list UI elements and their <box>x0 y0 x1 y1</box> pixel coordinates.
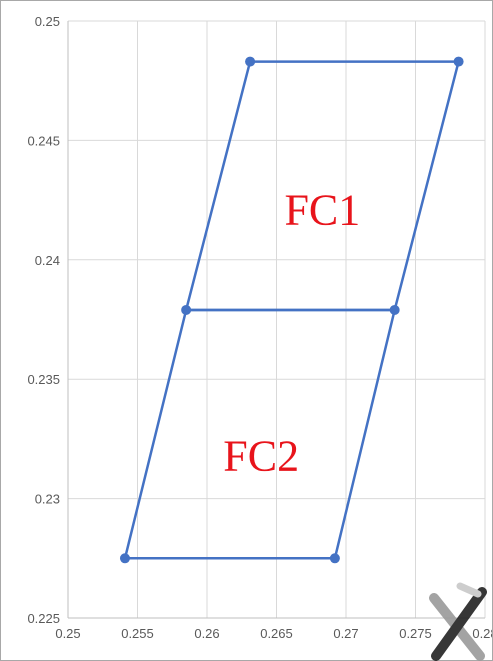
x-tick-label: 0.28 <box>472 626 492 641</box>
axes <box>67 21 485 619</box>
region-label: FC1 <box>284 186 360 235</box>
series-layer <box>123 60 460 560</box>
y-tick-label: 0.235 <box>27 372 60 387</box>
data-point <box>389 304 400 315</box>
y-tick-label: 0.245 <box>27 133 60 148</box>
x-tick-label: 0.25 <box>55 626 80 641</box>
data-point <box>245 56 256 67</box>
y-tick-label: 0.225 <box>27 611 60 626</box>
data-point <box>453 56 464 67</box>
tick-labels: 0.25 0.255 0.26 0.265 0.27 0.275 0.28 0.225 0.23… <box>27 14 492 641</box>
x-watermark-icon <box>429 582 487 661</box>
data-point <box>119 553 130 564</box>
points-layer <box>119 56 464 564</box>
x-tick-label: 0.255 <box>121 626 154 641</box>
x-tick-label: 0.26 <box>194 626 219 641</box>
y-tick-label: 0.23 <box>35 492 60 507</box>
annotations: FC1 FC2 <box>223 186 360 481</box>
y-tick-label: 0.24 <box>35 253 60 268</box>
x-tick-label: 0.275 <box>399 626 432 641</box>
x-tick-label: 0.265 <box>260 626 293 641</box>
x-tick-label: 0.27 <box>333 626 358 641</box>
grid-lines <box>67 20 486 619</box>
data-point <box>181 304 192 315</box>
data-point <box>329 553 340 564</box>
y-tick-label: 0.25 <box>35 14 60 29</box>
region-label: FC2 <box>223 432 299 481</box>
